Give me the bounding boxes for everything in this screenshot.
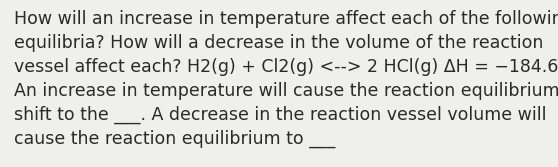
Text: How will an increase in temperature affect each of the following: How will an increase in temperature affe…: [14, 10, 558, 28]
Text: equilibria? How will a decrease in the volume of the reaction: equilibria? How will a decrease in the v…: [14, 34, 543, 52]
Text: shift to the ___. A decrease in the reaction vessel volume will: shift to the ___. A decrease in the reac…: [14, 106, 546, 124]
Text: vessel affect each? H2(g) + Cl2(g) <--> 2 HCl(g) ΔH = −184.6 kJ: vessel affect each? H2(g) + Cl2(g) <--> …: [14, 58, 558, 76]
Text: An increase in temperature will cause the reaction equilibrium to: An increase in temperature will cause th…: [14, 82, 558, 100]
Text: cause the reaction equilibrium to ___: cause the reaction equilibrium to ___: [14, 130, 335, 148]
